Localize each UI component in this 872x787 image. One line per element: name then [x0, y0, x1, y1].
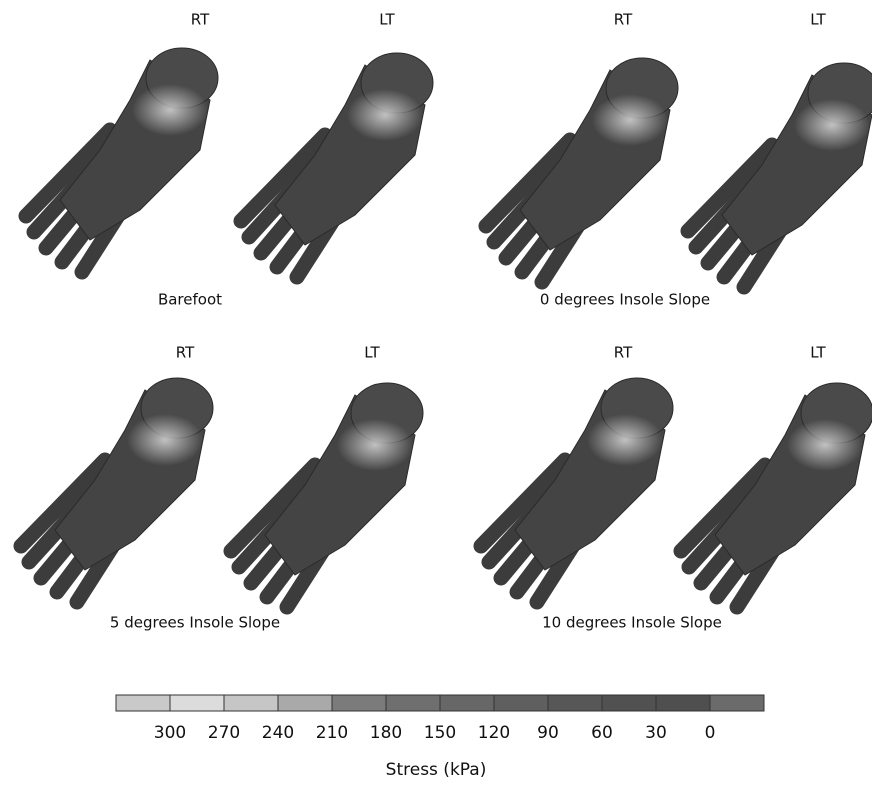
colorbar-tick-label: 300 [154, 723, 186, 743]
colorbar-tick-label: 240 [262, 723, 294, 743]
colorbar-tick-label: 120 [478, 723, 510, 743]
panel-caption: 10 degrees Insole Slope [542, 614, 722, 632]
colorbar-segment [224, 695, 278, 711]
foot-model [231, 383, 423, 607]
side-label: RT [614, 11, 633, 29]
colorbar-segment [602, 695, 656, 711]
colorbar-segment [332, 695, 386, 711]
colorbar-tick-label: 0 [705, 723, 716, 743]
panel-caption: 0 degrees Insole Slope [540, 291, 710, 309]
colorbar-tick-label: 270 [208, 723, 240, 743]
colorbar-tick-label: 60 [591, 723, 613, 743]
foot-model [26, 48, 218, 272]
side-label: LT [379, 11, 395, 29]
foot-model [486, 58, 678, 282]
foot-model [21, 378, 213, 602]
colorbar-tick-label: 150 [424, 723, 456, 743]
colorbar-segment [116, 695, 170, 711]
colorbar-segment [440, 695, 494, 711]
colorbar-segment [494, 695, 548, 711]
colorbar-segment [386, 695, 440, 711]
foot-model [481, 378, 673, 602]
colorbar-segment [278, 695, 332, 711]
colorbar-tick-label: 30 [645, 723, 667, 743]
colorbar-segment [656, 695, 710, 711]
colorbar-tick-label: 90 [537, 723, 559, 743]
colorbar-segment [548, 695, 602, 711]
panel-caption: 5 degrees Insole Slope [110, 614, 280, 632]
colorbar-tick-label: 210 [316, 723, 348, 743]
colorbar-tick-label: 180 [370, 723, 402, 743]
figure: RT LT Barefoot RT LT 0 degrees Insole Slope RT… [0, 0, 872, 787]
side-label: LT [810, 344, 826, 362]
panel-caption: Barefoot [158, 291, 222, 309]
side-label: LT [810, 11, 826, 29]
colorbar-segment [710, 695, 764, 711]
foot-model [681, 383, 872, 607]
side-label: RT [176, 344, 195, 362]
colorbar-segment [170, 695, 224, 711]
foot-model [688, 63, 872, 287]
colorbar-label: Stress (kPa) [386, 760, 487, 780]
foot-model [241, 53, 433, 277]
side-label: RT [191, 11, 210, 29]
side-label: RT [614, 344, 633, 362]
side-label: LT [364, 344, 380, 362]
